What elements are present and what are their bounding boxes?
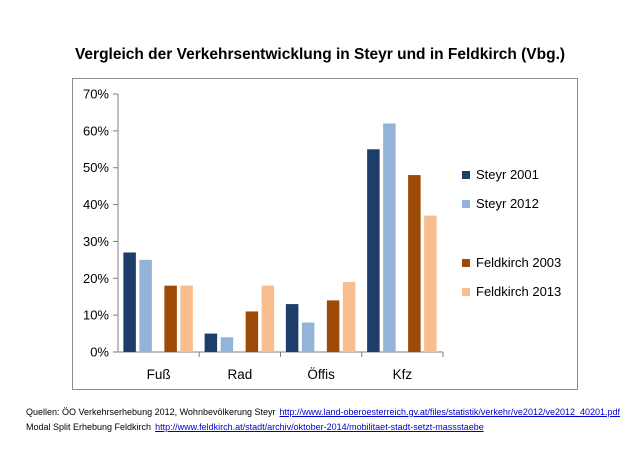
sources-block: Quellen: ÖO Verkehrserhebung 2012, Wohnb…: [26, 405, 636, 435]
bar: [342, 281, 356, 352]
bar: [220, 337, 234, 352]
legend-swatch: [462, 200, 470, 208]
x-category-label: Kfz: [393, 367, 413, 382]
y-tick-label: 10%: [83, 308, 109, 323]
chart-title: Vergleich der Verkehrsentwicklung in Ste…: [74, 46, 566, 63]
bar: [123, 252, 136, 352]
bar: [301, 322, 315, 352]
bar: [383, 123, 396, 352]
source-text-feldkirch: Modal Split Erhebung Feldkirch: [26, 422, 152, 432]
bar: [424, 215, 437, 352]
bar: [326, 300, 340, 352]
legend-swatch: [462, 288, 470, 296]
legend-label: Steyr 2001: [476, 167, 539, 182]
y-tick-label: 40%: [83, 197, 109, 212]
source-text-steyr: Quellen: ÖO Verkehrserhebung 2012, Wohnb…: [26, 407, 276, 417]
source-link-feldkirch[interactable]: http://www.feldkirch.at/stadt/archiv/okt…: [155, 422, 484, 432]
y-tick-label: 30%: [83, 234, 109, 249]
bar: [139, 259, 152, 352]
x-category-label: Öffis: [307, 367, 335, 382]
bar: [164, 285, 177, 352]
source-line-steyr: Quellen: ÖO Verkehrserhebung 2012, Wohnb…: [26, 405, 636, 420]
bar: [204, 333, 218, 352]
bar: [261, 285, 275, 352]
y-tick-label: 0%: [90, 345, 109, 360]
y-tick-label: 70%: [83, 87, 109, 102]
legend-swatch: [462, 171, 470, 179]
x-category-label: Fuß: [147, 367, 171, 382]
legend-label: Feldkirch 2013: [476, 284, 561, 299]
y-tick-label: 60%: [83, 123, 109, 138]
bar: [408, 175, 421, 352]
legend-label: Steyr 2012: [476, 196, 539, 211]
bar: [285, 304, 299, 352]
source-line-feldkirch: Modal Split Erhebung Feldkirch http://www…: [26, 420, 636, 435]
bar: [245, 311, 259, 352]
legend-swatch: [462, 259, 470, 267]
y-tick-label: 20%: [83, 271, 109, 286]
x-category-label: Rad: [227, 367, 252, 382]
legend-label: Feldkirch 2003: [476, 255, 561, 270]
chart-frame: [72, 78, 578, 390]
y-tick-label: 50%: [83, 160, 109, 175]
source-link-steyr[interactable]: http://www.land-oberoesterreich.gv.at/fi…: [279, 407, 621, 417]
bar: [367, 149, 380, 352]
bar: [180, 285, 193, 352]
